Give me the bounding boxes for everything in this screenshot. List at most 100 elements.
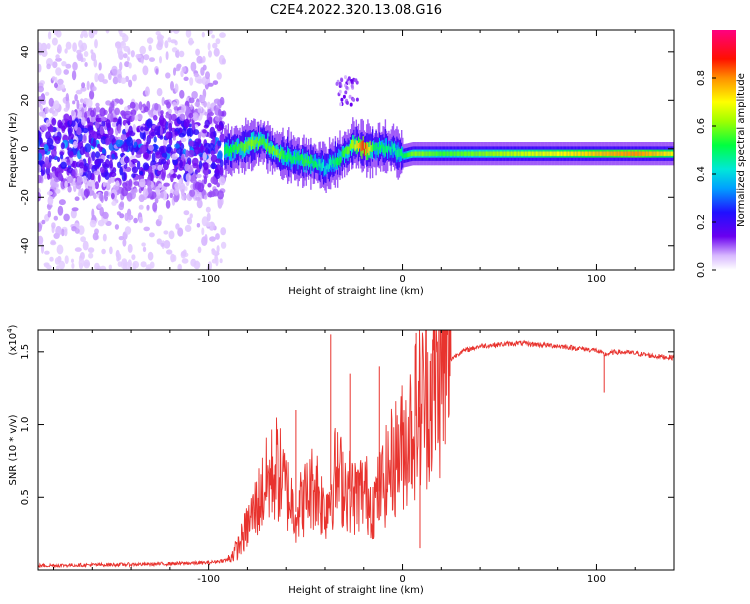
spectrogram-noise-blob [196,78,203,84]
spectrogram-noise-blob [212,42,218,49]
spectrogram-noise-blob [46,137,54,147]
spectrogram-noise-blob [80,98,84,103]
spectrogram-noise-blob [217,196,224,207]
spectrogram-noise-blob [111,153,116,160]
spectrogram-ridge-cell [313,160,316,169]
spectrogram-side-blob [345,100,349,105]
spectrogram-ridge-cell [617,151,619,156]
spectrogram-noise-blob [115,41,122,49]
spectrogram-noise-blob [165,131,172,140]
spectrogram-noise-blob [43,143,49,152]
spectrogram-ridge-cell [314,153,317,166]
spectrogram-ridge-cell [448,151,451,156]
spectrogram-noise-blob [191,157,199,167]
spectrogram-noise-blob [90,52,97,62]
spectrogram-ridge-cell [532,151,534,156]
spectrogram-ridge-cell [511,151,513,156]
spectrogram-noise-blob [95,106,101,113]
spectrogram-ridge-cell [391,141,394,149]
spectrogram-ridge-cell [300,153,303,160]
spectrogram-ridge-cell [242,143,245,152]
spectrogram-ridge-cell [541,151,544,156]
spectrogram-ridge-cell [555,151,558,156]
spectrogram-noise-blob [48,144,55,150]
spectrogram-ridge-cell [303,157,305,168]
spectrogram-ridge-cell [416,151,418,156]
spectrogram-noise-blob [72,100,76,105]
spectrogram-noise-blob [76,99,80,110]
spectrogram-noise-blob [61,228,65,237]
spectrogram-ridge-cell [472,151,474,156]
spectrogram-ridge-cell [318,159,320,167]
spectrogram-ridge-cell [553,151,555,156]
spectrogram-noise-blob [38,160,45,165]
spectrogram-noise-blob [53,30,59,36]
spectrogram-ridge-cell [636,151,638,156]
spectrogram-ridge-cell [390,139,392,155]
spectrogram-ridge-cell [238,143,240,152]
spectrogram-ridge-cell [295,157,297,165]
spectrogram-noise-blob [78,258,85,268]
spectrogram-ridge-cell [253,131,255,149]
spectrogram-ridge-cell [446,151,448,156]
colorbar-tick-label: 0.4 [696,166,707,182]
spectrogram-ridge-cell [474,151,476,156]
spectrogram-noise-blob [128,62,132,69]
spectrogram-noise-blob [204,119,210,128]
spectrogram-noise-blob [190,61,197,72]
spectrogram-noise-blob [172,136,176,141]
spectrogram-noise-blob [75,180,82,190]
spectrogram-ridge-cell [391,144,394,158]
spectrogram-ridge-cell [467,151,469,156]
spectrogram-noise-blob [211,249,217,256]
spectrogram-noise-blob [47,210,51,218]
spectrogram-ridge-cell [278,153,281,161]
spectrogram-side-blob [340,97,344,102]
spectrogram-ridge-cell [449,151,452,156]
spectrogram-noise-blob [212,80,219,85]
spectrogram-noise-blob [83,188,90,198]
spectrogram-noise-blob [41,49,48,57]
spectrogram-ridge-cell [368,147,370,156]
spectrogram-noise-blob [159,135,164,140]
spectrogram-ridge-cell [249,138,252,147]
spectrogram-noise-blob [60,84,66,90]
spectrogram-noise-blob [95,102,100,108]
spectrogram-ridge-cell [641,151,644,156]
spectrogram-noise-blob [67,186,72,193]
spectrogram-ridge-cell [356,140,359,149]
x-tick-label: 100 [587,274,606,285]
spectrogram-noise-blob [154,102,159,111]
spectrogram-noise-blob [82,240,89,251]
spectrogram-noise-blob [52,61,58,69]
spectrogram-ridge-cell [630,151,632,156]
spectrogram-ridge-cell [537,151,539,156]
spectrogram-noise-blob [165,200,171,209]
spectrogram-noise-blob [161,171,166,181]
spectrogram-noise-blob [94,30,98,35]
spectrogram-ridge-cell [531,151,533,156]
spectrogram-ridge-cell [438,151,440,156]
spectrogram-noise-blob [74,247,82,252]
spectrogram-ridge-cell [470,151,473,156]
spectrogram-noise-blob [79,146,85,156]
spectrogram-ridge-cell [240,141,242,148]
spectrogram-ridge-cell [246,141,248,149]
spectrogram-noise-blob [112,68,118,76]
spectrogram-noise-blob [183,210,190,216]
spectrogram-noise-blob [216,182,220,188]
spectrogram-noise-blob [163,230,169,235]
spectrogram-noise-blob [128,178,133,188]
spectrogram-noise-blob [95,151,101,159]
spectrogram-ridge-cell [364,142,367,149]
spectrogram-noise-blob [106,182,110,189]
spectrogram-noise-blob [138,216,143,224]
spectrogram-noise-blob [129,101,136,109]
spectrogram-ridge-cell [353,140,355,149]
spectrogram-noise-blob [219,32,226,38]
spectrogram-noise-blob [119,201,125,208]
spectrogram-noise-blob [47,31,52,40]
spectrogram-ridge-cell [610,151,612,156]
spectrogram-ridge-cell [469,151,471,156]
